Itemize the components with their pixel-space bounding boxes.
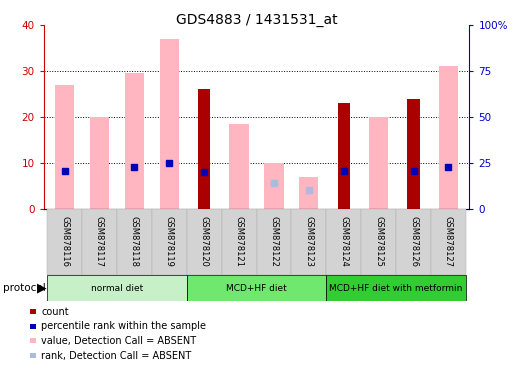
Text: MCD+HF diet: MCD+HF diet (226, 284, 287, 293)
Bar (326, 275, 466, 301)
Text: GSM878124: GSM878124 (339, 217, 348, 267)
Text: GSM878120: GSM878120 (200, 217, 209, 267)
Bar (82, 209, 117, 275)
Text: MCD+HF diet with metformin: MCD+HF diet with metformin (329, 284, 463, 293)
Bar (361, 209, 396, 275)
Bar (291, 209, 326, 275)
Point (270, 180, 278, 187)
Bar (187, 209, 222, 275)
Point (305, 187, 313, 193)
Text: GSM878121: GSM878121 (234, 217, 244, 267)
Text: GSM878127: GSM878127 (444, 217, 453, 267)
Bar (187, 275, 326, 301)
Bar (369, 117, 388, 209)
Bar (431, 209, 466, 275)
Bar (407, 99, 420, 209)
Bar (439, 66, 458, 209)
Bar (90, 117, 109, 209)
Bar (47, 209, 82, 275)
Text: GSM878117: GSM878117 (95, 217, 104, 267)
Bar (125, 73, 144, 209)
Text: GSM878118: GSM878118 (130, 217, 139, 267)
Text: GSM878123: GSM878123 (304, 217, 313, 267)
Text: ▶: ▶ (37, 282, 47, 295)
Text: count: count (41, 307, 69, 317)
Text: percentile rank within the sample: percentile rank within the sample (41, 321, 206, 331)
Text: GSM878119: GSM878119 (165, 217, 174, 267)
Point (200, 169, 208, 175)
Point (165, 160, 173, 166)
Text: rank, Detection Call = ABSENT: rank, Detection Call = ABSENT (41, 351, 191, 361)
Bar (47, 275, 187, 301)
Bar (229, 124, 249, 209)
Bar (117, 209, 152, 275)
Text: protocol: protocol (3, 283, 45, 293)
Point (444, 164, 452, 170)
Bar (299, 177, 319, 209)
Bar (256, 209, 291, 275)
Bar (198, 89, 210, 209)
Bar (55, 85, 74, 209)
Bar (338, 103, 350, 209)
Text: GSM878122: GSM878122 (269, 217, 279, 267)
Text: value, Detection Call = ABSENT: value, Detection Call = ABSENT (41, 336, 196, 346)
Text: GSM878116: GSM878116 (60, 217, 69, 267)
Bar (222, 209, 256, 275)
Bar (264, 163, 284, 209)
Point (130, 164, 139, 170)
Bar (152, 209, 187, 275)
Bar (160, 39, 179, 209)
Bar (396, 209, 431, 275)
Text: GSM878125: GSM878125 (374, 217, 383, 267)
Text: GDS4883 / 1431531_at: GDS4883 / 1431531_at (175, 13, 338, 27)
Text: GSM878126: GSM878126 (409, 217, 418, 267)
Point (409, 167, 418, 174)
Text: normal diet: normal diet (91, 284, 143, 293)
Bar (326, 209, 361, 275)
Point (340, 167, 348, 174)
Point (61, 167, 69, 174)
